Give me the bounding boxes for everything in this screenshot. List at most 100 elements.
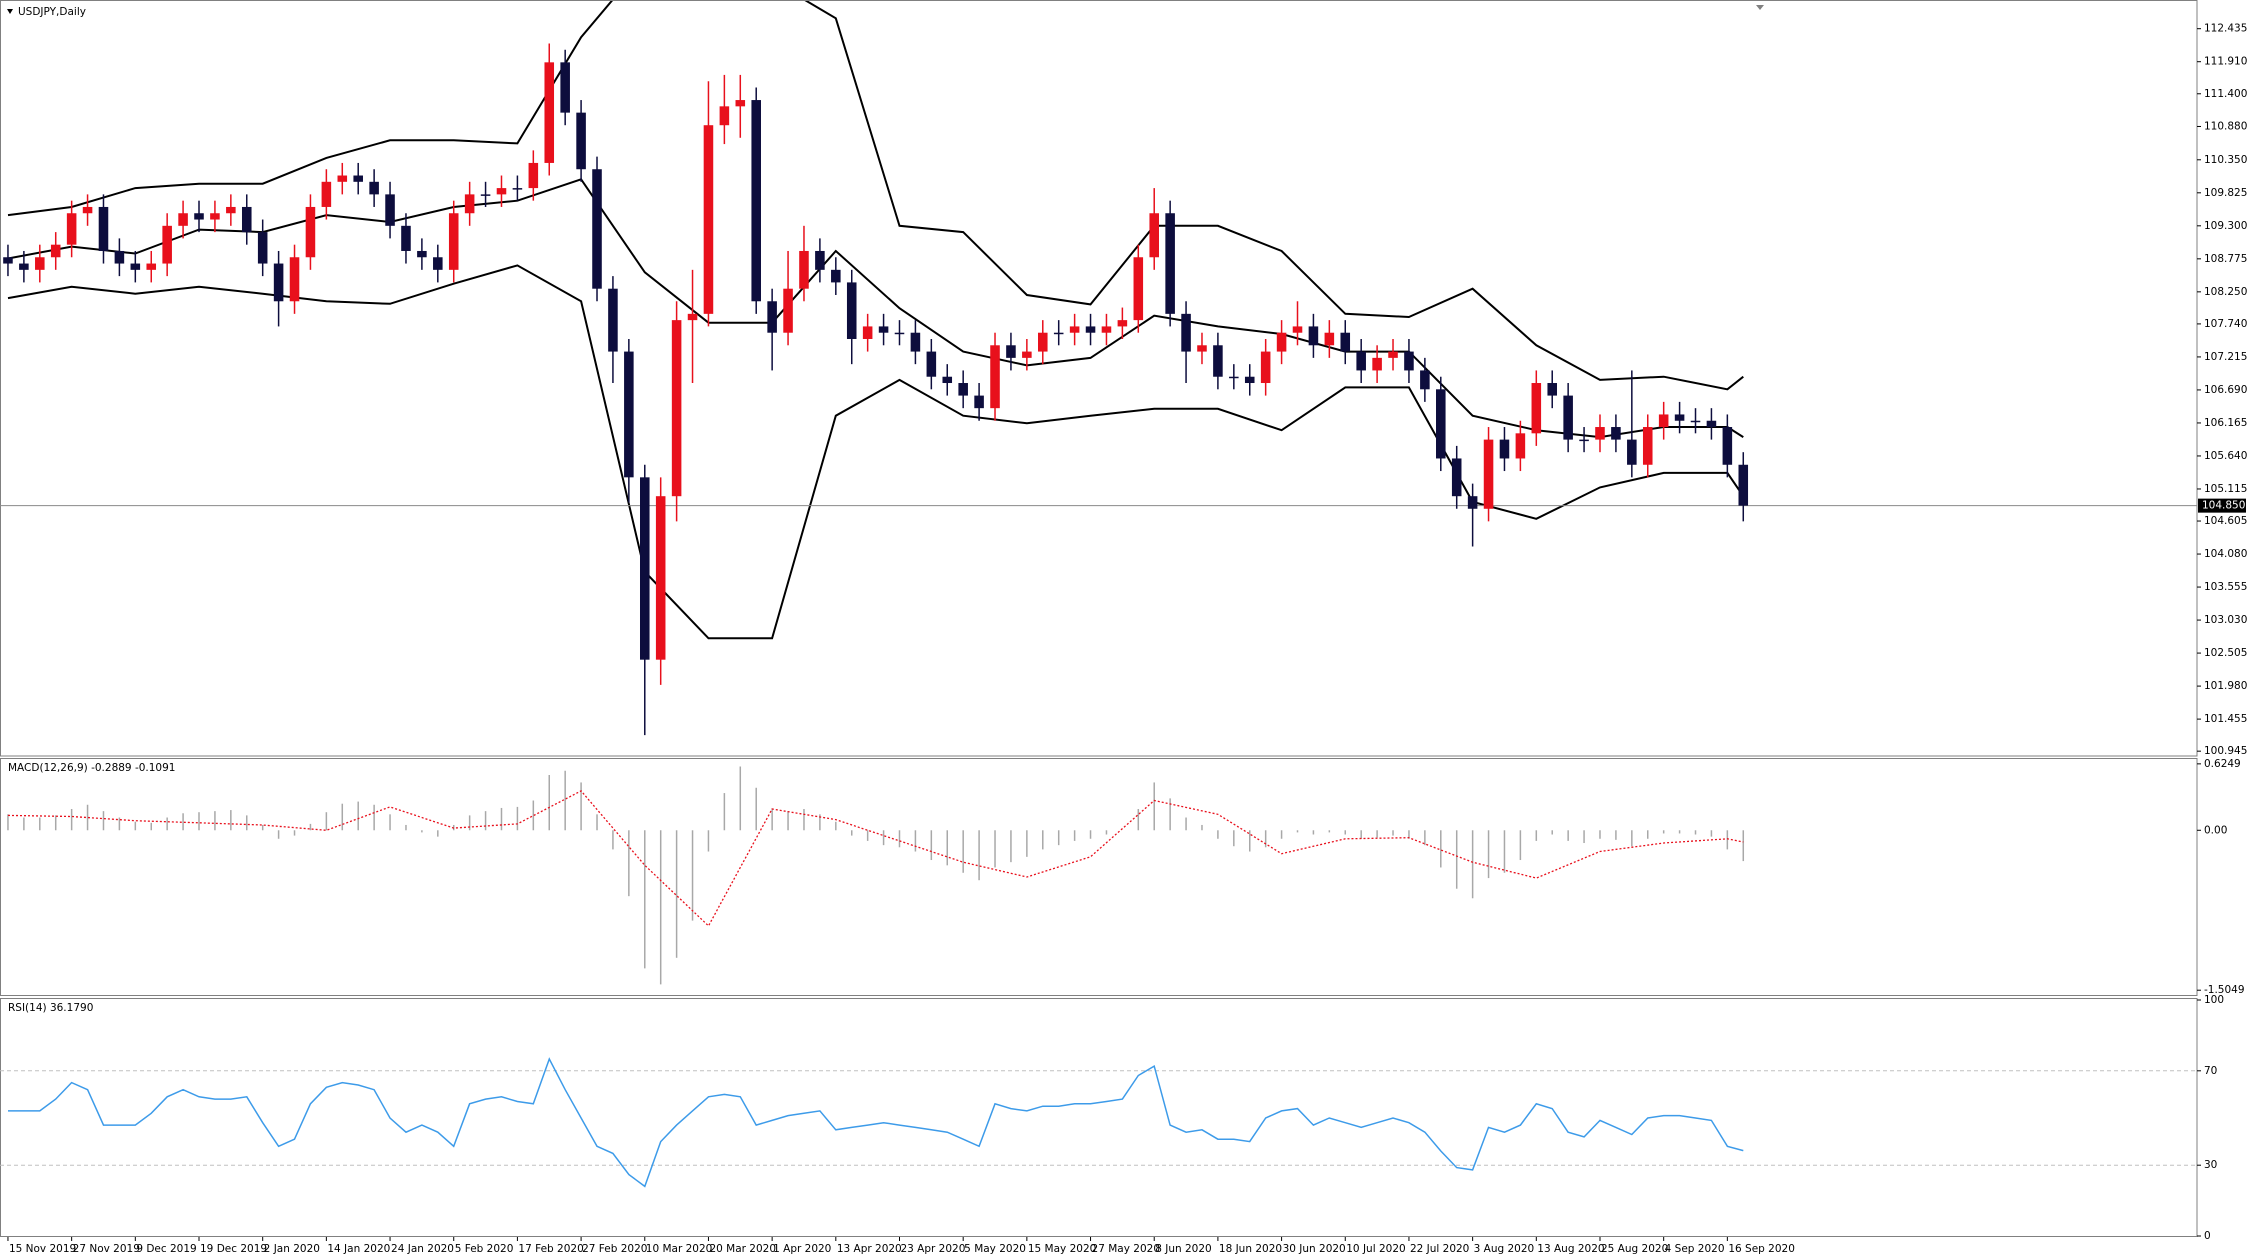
candle-body [655,496,666,660]
macd-pane-frame [0,758,2198,996]
y-tick-label: 104.605 [2204,515,2247,527]
candle-body [1483,439,1494,509]
candle-body [1388,351,1398,358]
rsi-pane-frame [0,998,2198,1237]
candle-body [958,383,968,396]
y-tick-label: 101.980 [2204,680,2247,692]
candle-body [496,188,507,195]
macd-title: MACD(12,26,9) -0.2889 -0.1091 [8,762,175,774]
candle-body [1260,351,1271,384]
y-tick-label: 111.910 [2204,56,2247,68]
x-tick-label: 20 Mar 2020 [709,1243,776,1255]
candle-body [1324,332,1335,346]
candle-body [1149,213,1159,258]
candle-body [289,257,300,302]
x-tick-label: 22 Jul 2020 [1410,1243,1469,1255]
candle-body [82,206,93,214]
candle-body [19,263,29,270]
y-tick-label: 0.00 [2204,824,2227,836]
candle-body [257,232,268,264]
candle-body [162,225,172,264]
candle-body [385,194,395,226]
y-tick-label: 108.775 [2204,253,2247,265]
candle-body [894,332,905,335]
candle-body [1531,383,1542,434]
candle-body [799,250,809,289]
y-tick-label: 103.555 [2204,581,2247,593]
y-tick-label: 107.215 [2204,351,2247,363]
y-tick-label: 109.300 [2204,220,2247,232]
y-tick-label: 105.640 [2204,450,2247,462]
x-tick-label: 2 Jan 2020 [264,1243,320,1255]
current-price-box [2198,498,2246,513]
y-tick-label: 111.400 [2204,88,2247,100]
candle-body [1340,332,1351,352]
candle-body [210,213,220,220]
symbol-menu-arrow[interactable] [7,9,13,14]
candle-body [1038,332,1048,352]
candle-body [401,225,411,251]
candle-body [767,301,777,333]
y-tick-label: 106.690 [2204,384,2247,396]
candle-body [942,376,953,384]
y-tick-label: 105.115 [2204,483,2247,495]
x-tick-label: 14 Jan 2020 [327,1243,390,1255]
pane-plot [0,1,2197,736]
candle-body [1165,213,1175,314]
candle-body [878,326,889,333]
candle-body [1292,326,1303,333]
x-tick-label: 4 Sep 2020 [1665,1243,1725,1255]
candle-body [1022,351,1032,358]
candle-body [1642,427,1653,465]
candle-body [1436,389,1446,459]
candle-body [273,263,284,302]
candle-body [1690,420,1701,423]
x-tick-label: 3 Aug 2020 [1474,1243,1535,1255]
candle-body [1213,345,1223,377]
candle-body [1117,320,1128,327]
y-tick-label: -1.5049 [2204,984,2245,996]
candle-body [1611,427,1621,440]
candle-body [114,250,125,264]
candle-body [130,263,141,270]
candle-body [1722,427,1733,465]
candle-body [305,206,316,258]
candle-body [1451,458,1462,497]
candle-body [1563,395,1573,440]
y-tick-label: 102.505 [2204,647,2247,659]
candle-body [751,100,761,302]
candle-body [846,282,857,339]
candle-body [1356,351,1366,371]
bollinger-middle [7,178,1744,439]
x-tick-label: 5 Feb 2020 [455,1243,514,1255]
y-tick-label: 108.250 [2204,286,2247,298]
candle-body [576,112,586,170]
x-tick-label: 13 Apr 2020 [837,1243,902,1255]
candle-body [1006,345,1016,358]
y-tick-label: 100 [2204,994,2224,1006]
candle-body [417,250,427,258]
x-tick-label: 15 May 2020 [1028,1243,1096,1255]
price-pane-frame [0,0,2198,757]
candle-body [990,345,1000,409]
candle-body [464,194,475,214]
candle-body [1404,351,1414,371]
bollinger-upper [7,1,1744,391]
y-tick-label: 110.350 [2204,154,2247,166]
candle-body [1595,427,1605,440]
x-tick-label: 30 Jun 2020 [1283,1243,1346,1255]
x-tick-label: 24 Jan 2020 [391,1243,454,1255]
x-tick-label: 8 Jun 2020 [1155,1243,1211,1255]
candle-body [353,175,363,182]
candle-body [528,162,539,189]
x-tick-label: 13 Aug 2020 [1537,1243,1604,1255]
candle-body [178,213,188,226]
x-tick-label: 10 Jul 2020 [1346,1243,1405,1255]
candle-body [1738,464,1749,506]
macd-signal [7,790,1744,927]
y-tick-label: 103.030 [2204,614,2247,626]
x-tick-label: 23 Apr 2020 [900,1243,965,1255]
candle-body [1133,257,1144,321]
